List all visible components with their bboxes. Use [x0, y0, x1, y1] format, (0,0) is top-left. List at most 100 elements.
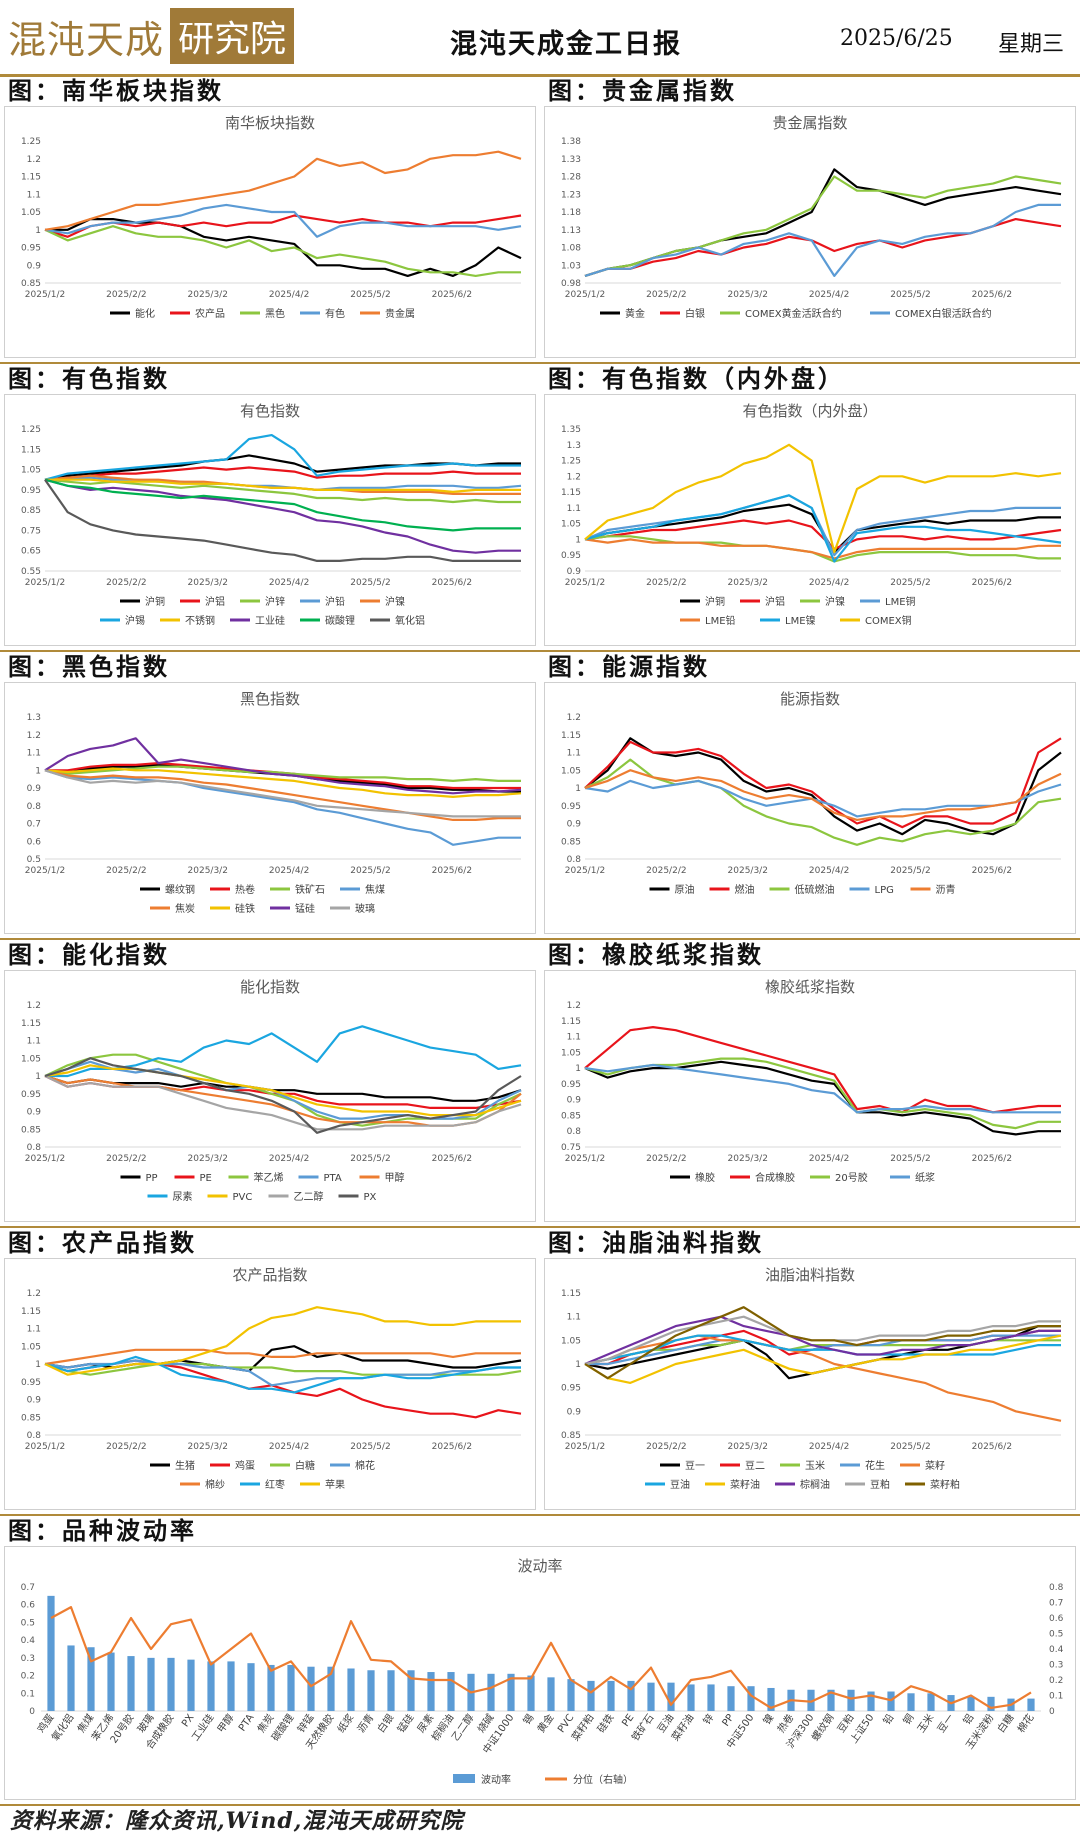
- category-label: 乙二醇: [449, 1711, 477, 1743]
- legend-label: 燃油: [735, 883, 755, 896]
- y-tick-label: 0.6: [27, 837, 42, 847]
- y-tick-label: 0.3: [21, 1654, 35, 1664]
- category-label: 铅: [880, 1711, 896, 1727]
- bar: [247, 1663, 255, 1711]
- legend-label: PE: [200, 1173, 212, 1184]
- series-line: [584, 1334, 1062, 1385]
- y-tick-label: 1.1: [27, 1037, 41, 1047]
- chart-energychem: 能化指数 0.8 0.85 0.9 0.95 1 1.05 1.1 1.15 1.2 2025/1/…: [21, 978, 522, 1203]
- category-label: 镍: [760, 1711, 776, 1727]
- legend-label: 硅铁: [235, 902, 255, 915]
- legend-label: 乙二醇: [294, 1190, 324, 1203]
- bar: [487, 1673, 495, 1711]
- footer-source: 资料来源：隆众资讯,Wind,混沌天成研究院: [0, 1804, 1080, 1835]
- legend-label: 豆一: [685, 1460, 705, 1472]
- y-tick-label: 1.08: [561, 244, 581, 254]
- category-label: 玉米: [914, 1711, 936, 1735]
- category-label: PTA: [237, 1712, 257, 1733]
- series-line: [584, 737, 1062, 829]
- bar: [107, 1652, 115, 1711]
- series-line: [44, 478, 521, 554]
- x-tick-label: 2025/3/2: [728, 1154, 768, 1164]
- chart-nanhua: 南华板块指数 0.85 0.9 0.95 1 1.05 1.1 1.15 1.2 1.25 2025…: [21, 114, 522, 320]
- legend-label: 豆油: [670, 1478, 690, 1491]
- y-tick-label: 0.55: [21, 567, 41, 577]
- y-tick-label: 0.75: [561, 1143, 581, 1153]
- x-tick-label: 2025/1/2: [565, 866, 605, 876]
- x-tick-label: 2025/6/2: [972, 290, 1012, 300]
- y-tick-label: 1.05: [21, 208, 41, 218]
- y-tick-label: 1.25: [21, 137, 41, 147]
- series-line: [44, 433, 521, 481]
- legend-label: 玻璃: [355, 902, 375, 915]
- y-tick-label: 1.15: [21, 445, 41, 455]
- y-tick-label: 0.8: [27, 1431, 42, 1441]
- bar: [667, 1682, 675, 1711]
- bar: [167, 1657, 175, 1711]
- chart-panel-rubber: 橡胶纸浆指数 0.75 0.8 0.85 0.9 0.95 1 1.05 1.1 1.15 1.2 2…: [544, 970, 1076, 1222]
- y-tick-label: 1.28: [561, 173, 581, 183]
- series-line: [44, 479, 521, 562]
- category-label: 白银: [374, 1711, 396, 1735]
- y-tick-label: 0.85: [561, 837, 581, 847]
- legend-label: 黄金: [625, 307, 645, 320]
- bar: [967, 1696, 975, 1711]
- legend-label: 沥青: [936, 883, 956, 896]
- legend-label: 豆二: [745, 1460, 765, 1472]
- y-tick-label: 1.05: [21, 1054, 41, 1064]
- legend-label: 工业硅: [255, 614, 285, 627]
- chart-title: 农产品指数: [232, 1266, 307, 1284]
- x-tick-label: 2025/6/2: [432, 1442, 472, 1452]
- series-line: [584, 1025, 1061, 1114]
- chart-precious: 贵金属指数 0.98 1.03 1.08 1.13 1.18 1.23 1.28 1.33 1.3…: [561, 114, 1062, 320]
- y-tick-label: 0.95: [21, 486, 41, 496]
- x-tick-label: 2025/5/2: [350, 1442, 390, 1452]
- bar: [707, 1684, 715, 1711]
- x-tick-label: 2025/5/2: [350, 1154, 390, 1164]
- x-tick-label: 2025/4/2: [809, 290, 849, 300]
- section-title-precious: 图：贵金属指数: [540, 74, 1080, 105]
- legend-label: 低硫燃油: [795, 883, 835, 896]
- y-tick-label: 0.85: [21, 506, 41, 516]
- bar: [307, 1666, 315, 1711]
- x-tick-label: 2025/2/2: [646, 1154, 686, 1164]
- category-label: 锰硅: [394, 1711, 416, 1735]
- x-tick-label: 2025/4/2: [269, 866, 309, 876]
- bar: [807, 1689, 815, 1711]
- x-tick-label: 2025/5/2: [890, 1442, 930, 1452]
- series-line: [44, 150, 522, 231]
- x-tick-label: 2025/5/2: [350, 866, 390, 876]
- legend-label: 分位（右轴）: [573, 1773, 633, 1786]
- y2-tick-label: 0.3: [1049, 1661, 1063, 1671]
- legend-label: LME铜: [885, 596, 916, 608]
- bar: [987, 1696, 995, 1711]
- y-tick-label: 1.05: [561, 766, 581, 776]
- y-tick-label: 0.85: [21, 1125, 41, 1135]
- series-line: [45, 478, 521, 494]
- legend-label: 原油: [675, 883, 695, 896]
- series-line: [44, 478, 521, 532]
- x-tick-label: 2025/3/2: [728, 578, 768, 588]
- series-line: [44, 225, 521, 277]
- series-line: [44, 769, 521, 821]
- category-label: 沥青: [354, 1711, 376, 1735]
- category-label: 螺纹钢: [809, 1711, 837, 1743]
- series-line: [44, 769, 521, 846]
- bar: [507, 1673, 515, 1711]
- y-tick-label: 0.95: [561, 551, 581, 561]
- y-tick-label: 0.8: [567, 1127, 582, 1137]
- chart-panel-energy: 能源指数 0.8 0.85 0.9 0.95 1 1.05 1.1 1.15 1.2 2025/1/…: [544, 682, 1076, 934]
- y-tick-label: 1.2: [27, 1001, 41, 1011]
- legend-label: 碳酸锂: [325, 614, 355, 627]
- series-line: [44, 1359, 521, 1387]
- y-tick-label: 0.9: [27, 261, 42, 271]
- legend-label: 贵金属: [385, 307, 415, 320]
- chart-title: 能化指数: [240, 978, 300, 996]
- legend-label: 鸡蛋: [235, 1459, 255, 1472]
- x-tick-label: 2025/3/2: [188, 290, 228, 300]
- series-line: [584, 1315, 1061, 1366]
- legend-label: 氧化铝: [395, 614, 425, 627]
- chart-title: 有色指数: [240, 402, 300, 420]
- bar: [187, 1659, 195, 1711]
- bar: [587, 1680, 595, 1711]
